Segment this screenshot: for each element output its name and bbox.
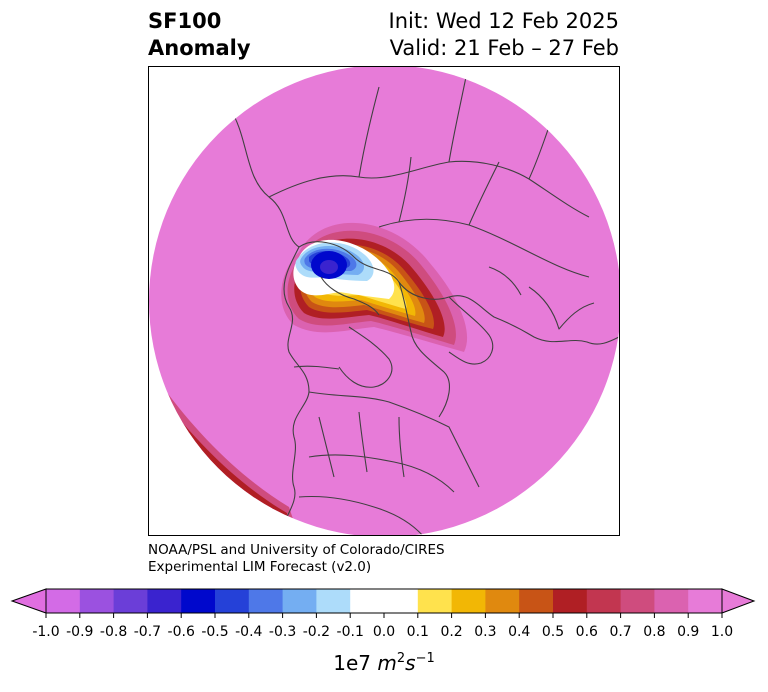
colorbar-tick-label: 0.0 bbox=[373, 624, 395, 640]
colorbar-tick-label: -0.5 bbox=[201, 624, 228, 640]
colorbar-tick-label: -0.3 bbox=[269, 624, 296, 640]
central-anomaly bbox=[281, 222, 468, 352]
credit-line-1: NOAA/PSL and University of Colorado/CIRE… bbox=[148, 542, 445, 558]
colorbar-svg: -1.0 -0.9 -0.8 -0.7 -0.6 -0.5 -0.4 -0.3 -0.2 -0.1… bbox=[10, 588, 756, 675]
colorbar-segment bbox=[181, 589, 216, 613]
colorbar-tick-label: -0.8 bbox=[100, 624, 127, 640]
colorbar-segment bbox=[113, 589, 148, 613]
credit-text: NOAA/PSL and University of Colorado/CIRE… bbox=[148, 542, 445, 576]
map-svg bbox=[149, 67, 619, 535]
map-panel bbox=[148, 66, 620, 536]
colorbar-segment bbox=[688, 589, 723, 613]
coastlines-and-borders bbox=[228, 71, 619, 535]
colorbar-tick-label: -0.7 bbox=[134, 624, 161, 640]
colorbar-segment bbox=[451, 589, 486, 613]
title-variable: SF100 bbox=[148, 9, 222, 33]
colorbar-segment bbox=[620, 589, 655, 613]
colorbar-tick-label: -0.2 bbox=[303, 624, 330, 640]
colorbar-tick-label: 0.2 bbox=[440, 624, 462, 640]
colorbar-segment bbox=[46, 589, 81, 613]
figure-title: SF100 Anomaly bbox=[148, 8, 251, 62]
colorbar-segment bbox=[654, 589, 689, 613]
colorbar-under-arrow bbox=[10, 588, 47, 614]
colorbar-tick-label: -0.6 bbox=[168, 624, 195, 640]
colorbar-tick-label: -0.4 bbox=[235, 624, 262, 640]
colorbar-segment bbox=[586, 589, 622, 613]
credit-line-2: Experimental LIM Forecast (v2.0) bbox=[148, 559, 372, 575]
colorbar-segment bbox=[519, 589, 554, 613]
colorbar-tick-label: 0.7 bbox=[609, 624, 631, 640]
colorbar-segment bbox=[282, 589, 317, 613]
colorbar-tick-label: 0.3 bbox=[474, 624, 496, 640]
init-date: Init: Wed 12 Feb 2025 bbox=[388, 9, 619, 33]
colorbar-tick-label: 0.8 bbox=[643, 624, 665, 640]
colorbar-segment bbox=[248, 589, 284, 613]
valid-date: Valid: 21 Feb – 27 Feb bbox=[389, 36, 619, 60]
title-subtitle: Anomaly bbox=[148, 36, 251, 60]
colorbar-tick-label: 0.6 bbox=[576, 624, 598, 640]
colorbar-segment bbox=[417, 589, 453, 613]
colorbar-segment bbox=[553, 589, 588, 613]
colorbar-label: 1e7 m2s−1 bbox=[333, 651, 434, 675]
colorbar-segment bbox=[384, 589, 419, 613]
colorbar-segment bbox=[215, 589, 250, 613]
colorbar-tick-label: -1.0 bbox=[32, 624, 59, 640]
colorbar-tick-label: -0.1 bbox=[337, 624, 364, 640]
colorbar-tick-label: 1.0 bbox=[711, 624, 733, 640]
colorbar: -1.0 -0.9 -0.8 -0.7 -0.6 -0.5 -0.4 -0.3 -0.2 -0.1… bbox=[0, 588, 768, 688]
colorbar-tick-label: 0.1 bbox=[407, 624, 429, 640]
colorbar-tick-label: -0.9 bbox=[66, 624, 93, 640]
colorbar-tick-label: 0.5 bbox=[542, 624, 564, 640]
colorbar-segment bbox=[79, 589, 115, 613]
colorbar-over-arrow bbox=[721, 588, 756, 614]
colorbar-segment bbox=[316, 589, 351, 613]
colorbar-segment bbox=[485, 589, 520, 613]
colorbar-tick-label: 0.4 bbox=[508, 624, 530, 640]
colorbar-segment bbox=[147, 589, 182, 613]
colorbar-segment bbox=[350, 589, 385, 613]
date-info: Init: Wed 12 Feb 2025 Valid: 21 Feb – 27… bbox=[389, 8, 619, 62]
colorbar-tick-label: 0.9 bbox=[677, 624, 699, 640]
